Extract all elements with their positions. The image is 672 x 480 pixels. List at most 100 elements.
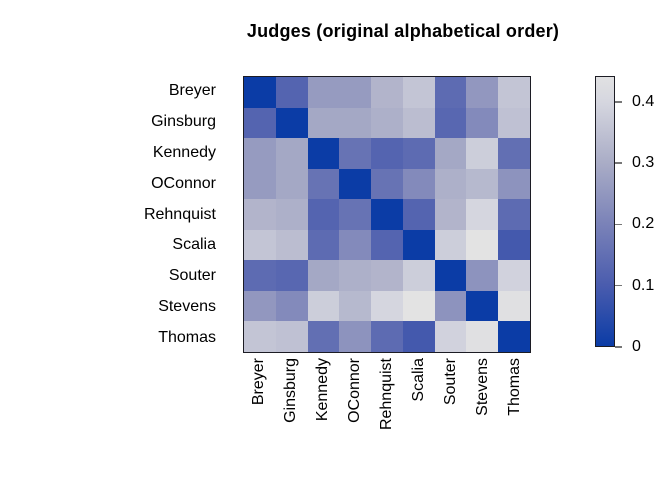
heatmap-cell — [307, 168, 340, 200]
y-axis-label: Thomas — [158, 328, 216, 346]
colorbar-gradient — [596, 77, 614, 346]
heatmap-cell — [339, 168, 372, 200]
heatmap-cell — [402, 260, 435, 291]
heatmap-cell — [434, 199, 467, 230]
heatmap-cell — [275, 199, 308, 230]
colorbar-tick-label: 0.2 — [632, 215, 655, 233]
heatmap-cell — [402, 138, 435, 169]
heatmap-cell — [498, 260, 530, 291]
heatmap-cell — [402, 107, 435, 139]
heatmap-cell — [275, 107, 308, 139]
heatmap-cell — [434, 77, 467, 108]
x-axis-label: Ginsburg — [282, 358, 299, 423]
heatmap-cell — [498, 138, 530, 169]
heatmap-cell — [371, 77, 403, 108]
heatmap-cell — [434, 229, 467, 261]
heatmap-cell — [371, 260, 403, 291]
colorbar-tick — [615, 101, 622, 103]
colorbar — [595, 76, 615, 347]
chart-title: Judges (original alphabetical order) — [246, 21, 560, 41]
y-axis-label: Stevens — [158, 297, 216, 315]
heatmap-cell — [498, 168, 530, 200]
heatmap-cell — [244, 260, 276, 291]
heatmap-cell — [371, 229, 403, 261]
colorbar-tick — [615, 223, 622, 226]
colorbar-tick — [615, 284, 622, 287]
heatmap-cell — [498, 229, 530, 261]
heatmap-cell — [402, 168, 435, 200]
heatmap-cell — [244, 229, 276, 261]
heatmap-cell — [434, 260, 467, 291]
heatmap-cell — [275, 138, 308, 169]
heatmap-cell — [307, 321, 340, 352]
heatmap-cell — [402, 77, 435, 108]
heatmap-cell — [339, 138, 372, 169]
colorbar-tick — [615, 162, 622, 164]
x-axis-label: Scalia — [410, 358, 427, 402]
heatmap-cell — [244, 321, 276, 352]
y-axis-label: Kennedy — [152, 143, 216, 161]
heatmap-cell — [434, 290, 467, 322]
x-axis-label: Souter — [442, 358, 459, 406]
heatmap-cell — [307, 290, 340, 322]
heatmap-cell — [244, 107, 276, 139]
heatmap-cell — [371, 290, 403, 322]
heatmap-cell — [244, 168, 276, 200]
heatmap-cell — [307, 260, 340, 291]
heatmap-cell — [434, 138, 467, 169]
colorbar-tick-label: 0.4 — [632, 92, 655, 110]
heatmap-cell — [244, 77, 276, 108]
x-axis-label: Rehnquist — [378, 358, 395, 431]
heatmap-cell — [275, 290, 308, 322]
heatmap-cell — [402, 321, 435, 352]
x-axis-label: Breyer — [250, 358, 267, 406]
heatmap-cell — [339, 229, 372, 261]
heatmap-cell — [466, 290, 499, 322]
heatmap-cell — [402, 199, 435, 230]
colorbar-tick-label: 0 — [632, 338, 641, 355]
x-axis-label: Thomas — [506, 358, 523, 416]
heatmap-cell — [466, 229, 499, 261]
heatmap-cell — [466, 321, 499, 352]
heatmap-cell — [498, 77, 530, 108]
heatmap-cell — [339, 107, 372, 139]
heatmap-cell — [434, 107, 467, 139]
heatmap-cell — [339, 260, 372, 291]
heatmap-cell — [466, 168, 499, 200]
y-axis-label: Breyer — [168, 82, 216, 100]
y-axis-label: Rehnquist — [143, 205, 216, 223]
y-axis-label: OConnor — [151, 174, 216, 192]
heatmap-cell — [307, 138, 340, 169]
heatmap-cell — [307, 77, 340, 108]
heatmap-cell — [275, 77, 308, 108]
heatmap-cell — [275, 321, 308, 352]
y-axis-label: Ginsburg — [151, 113, 216, 131]
heatmap-cell — [339, 77, 372, 108]
y-axis-label: Souter — [168, 267, 216, 285]
heatmap-cell — [466, 199, 499, 230]
heatmap-cell — [371, 199, 403, 230]
colorbar-tick-label: 0.1 — [632, 276, 655, 294]
heatmap-cell — [307, 199, 340, 230]
y-axis-label: Scalia — [172, 236, 216, 254]
heatmap-cell — [244, 290, 276, 322]
heatmap-plot — [243, 76, 531, 353]
heatmap-cell — [371, 107, 403, 139]
heatmap-cell — [339, 321, 372, 352]
heatmap-cell — [498, 321, 530, 352]
colorbar-tick — [615, 346, 622, 348]
heatmap-cell — [434, 321, 467, 352]
heatmap-cell — [498, 199, 530, 230]
heatmap-cell — [339, 290, 372, 322]
heatmap-cell — [371, 321, 403, 352]
heatmap-cell — [466, 138, 499, 169]
heatmap-cell — [275, 168, 308, 200]
heatmap-cell — [402, 290, 435, 322]
x-axis-label: OConnor — [346, 358, 363, 423]
heatmap-cell — [307, 107, 340, 139]
x-axis-label: Kennedy — [314, 358, 331, 422]
colorbar-tick-label: 0.3 — [632, 154, 655, 172]
heatmap-cell — [466, 77, 499, 108]
heatmap-cell — [371, 168, 403, 200]
